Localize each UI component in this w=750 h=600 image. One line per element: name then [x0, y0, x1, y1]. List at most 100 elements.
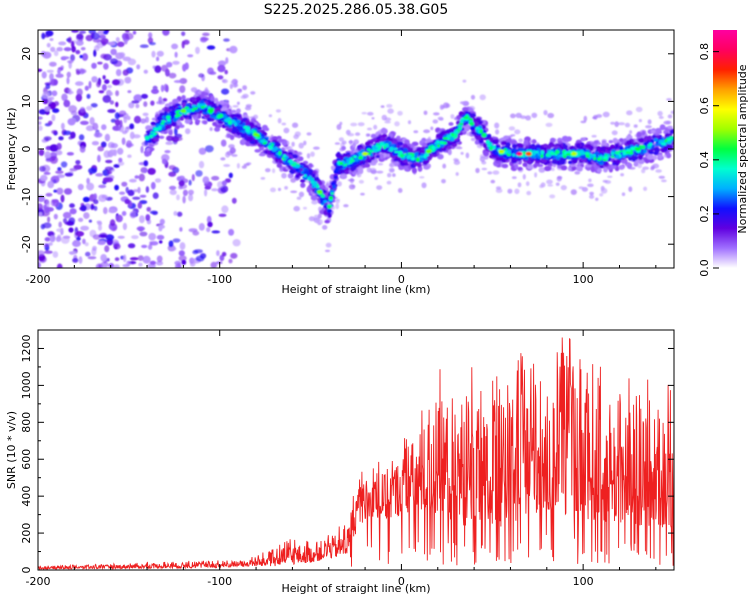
- noise-blob: [119, 191, 126, 195]
- noise-blob: [89, 117, 95, 125]
- noise-blob: [60, 161, 68, 168]
- faint-blob: [602, 111, 610, 118]
- ridge-blob: [453, 135, 457, 139]
- noise-blob: [228, 258, 233, 264]
- faint-blob: [494, 122, 500, 129]
- noise-blob: [53, 50, 59, 57]
- faint-blob: [591, 134, 597, 138]
- ridge-hotspot: [180, 108, 187, 113]
- ridge-blob: [292, 154, 299, 159]
- noise-blob: [191, 174, 195, 182]
- faint-blob: [250, 91, 256, 95]
- noise-blob: [188, 228, 198, 233]
- ridge-blob: [308, 175, 312, 181]
- noise-blob: [96, 220, 102, 224]
- ridge-blob: [599, 156, 603, 160]
- noise-blob: [135, 103, 140, 109]
- noise-blob: [142, 112, 149, 117]
- ridge-blob: [260, 136, 265, 140]
- noise-blob: [95, 43, 104, 49]
- noise-blob: [132, 196, 141, 200]
- noise-blob: [102, 169, 110, 177]
- ridge-blob: [336, 158, 342, 161]
- ridge-hotspot: [498, 149, 505, 154]
- ridge-blob: [545, 160, 551, 165]
- ridge-blob: [236, 126, 242, 130]
- faint-blob: [647, 119, 652, 125]
- ridge-blob: [442, 137, 448, 140]
- ridge-blob: [375, 155, 380, 159]
- noise-blob: [92, 122, 99, 131]
- faint-blob: [495, 188, 503, 193]
- ridge-blob: [522, 162, 528, 167]
- faint-blob: [657, 110, 663, 117]
- noise-blob: [165, 141, 173, 145]
- noise-blob: [47, 216, 51, 223]
- noise-blob: [43, 171, 51, 175]
- faint-blob: [495, 129, 500, 135]
- faint-blob: [397, 188, 403, 193]
- faint-blob: [306, 153, 311, 159]
- ridge-blob: [350, 159, 355, 163]
- noise-blob: [41, 32, 46, 40]
- faint-blob: [392, 173, 396, 178]
- faint-blob: [511, 176, 517, 180]
- noise-blob: [139, 44, 149, 48]
- faint-blob: [547, 184, 554, 187]
- faint-blob: [419, 176, 425, 179]
- noise-blob: [195, 170, 203, 177]
- faint-blob: [377, 162, 384, 166]
- noise-blob: [158, 224, 165, 229]
- faint-blob: [604, 180, 612, 184]
- ridge-blob: [585, 164, 592, 168]
- faint-blob: [361, 111, 367, 115]
- noise-blob: [195, 46, 200, 55]
- ridge-blob: [242, 114, 248, 119]
- noise-blob: [44, 106, 51, 112]
- ridge-blob: [176, 113, 182, 117]
- noise-blob: [80, 120, 89, 125]
- noise-blob: [149, 42, 156, 46]
- ridge-blob: [493, 139, 500, 143]
- ridge-blob: [145, 147, 150, 152]
- ridge-blob: [622, 151, 627, 156]
- noise-blob: [216, 250, 220, 257]
- ridge-blob: [171, 121, 177, 127]
- noise-blob: [156, 260, 164, 266]
- noise-blob: [140, 145, 144, 154]
- ridge-blob: [638, 154, 643, 160]
- ridge-blob: [462, 106, 469, 113]
- ridge-blob: [352, 142, 357, 148]
- ridge-blob: [625, 151, 631, 154]
- ridge-blob: [488, 143, 493, 147]
- faint-blob: [275, 109, 281, 113]
- ridge-blob: [303, 174, 307, 178]
- noise-blob: [68, 88, 72, 95]
- ridge-blob: [471, 131, 476, 135]
- faint-blob: [246, 162, 252, 166]
- faint-blob: [470, 94, 476, 100]
- faint-blob: [583, 115, 588, 122]
- noise-blob: [217, 64, 226, 73]
- ridge-blob: [276, 163, 283, 168]
- noise-blob: [53, 79, 58, 86]
- ridge-blob: [503, 135, 510, 140]
- ridge-blob: [596, 168, 602, 173]
- ridge-blob: [353, 155, 358, 158]
- noise-blob: [137, 255, 144, 261]
- noise-blob: [58, 221, 62, 228]
- ridge-blob: [236, 119, 241, 124]
- ridge-blob: [425, 139, 433, 143]
- noise-blob: [87, 256, 97, 260]
- snr-y-tick-label: 1000: [20, 371, 33, 399]
- noise-blob: [148, 232, 157, 241]
- noise-blob: [68, 251, 77, 255]
- ridge-blob: [565, 153, 571, 156]
- noise-blob: [97, 240, 106, 245]
- noise-blob: [145, 186, 150, 193]
- noise-blob: [101, 124, 107, 131]
- ridge-blob: [416, 147, 422, 152]
- ridge-blob: [411, 167, 417, 174]
